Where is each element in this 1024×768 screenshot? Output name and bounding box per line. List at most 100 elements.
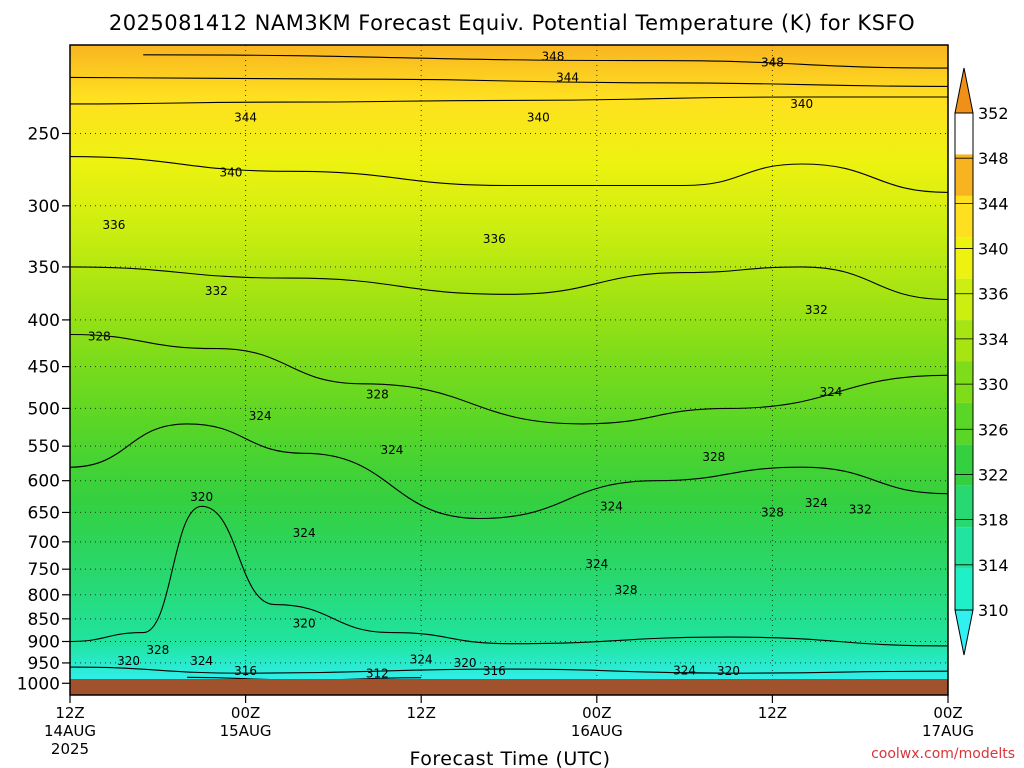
contour-line-324 [70, 423, 948, 520]
x-tick-date: 16AUG [571, 722, 623, 740]
contour-label: 332 [805, 303, 828, 317]
contour-label: 324 [600, 499, 623, 513]
y-tick-label: 650 [28, 503, 60, 523]
contour-label: 324 [410, 653, 433, 667]
y-tick-label: 400 [28, 311, 60, 331]
contour-label: 328 [615, 583, 638, 597]
colorbar-label: 310 [978, 601, 1009, 620]
colorbar-segment [955, 444, 973, 486]
contour-label: 316 [483, 664, 506, 678]
y-tick-label: 450 [28, 358, 60, 378]
contour-label: 320 [190, 490, 213, 504]
contour-label: 348 [541, 50, 564, 64]
ground-band [70, 679, 948, 695]
y-tick-label: 850 [28, 610, 60, 630]
colorbar-label: 348 [978, 149, 1009, 168]
y-tick-label: 1000 [17, 674, 60, 694]
colorbar-segment [955, 320, 973, 362]
colorbar-label: 326 [978, 420, 1009, 439]
colorbar-label: 344 [978, 194, 1009, 213]
y-tick-label: 500 [28, 399, 60, 419]
contour-label: 320 [454, 656, 477, 670]
contour-line-336 [70, 156, 948, 193]
x-tick-year: 2025 [51, 740, 89, 758]
contour-label: 324 [805, 496, 828, 510]
colorbar-segment [955, 237, 973, 279]
x-tick-label: 12Z [55, 704, 84, 722]
x-tick-label: 12Z [407, 704, 436, 722]
contour-line-328 [70, 333, 948, 425]
x-tick-label: 12Z [758, 704, 787, 722]
x-tick-date: 17AUG [922, 722, 974, 740]
contour-label: 320 [293, 616, 316, 630]
contour-label: 324 [249, 409, 272, 423]
contour-label: 324 [380, 443, 403, 457]
contour-label: 332 [205, 284, 228, 298]
contour-label: 328 [146, 643, 169, 657]
colorbar-segment [955, 402, 973, 445]
colorbar-label: 352 [978, 104, 1009, 123]
y-tick-label: 300 [28, 197, 60, 217]
contour-line-320 [70, 505, 948, 647]
y-tick-label: 250 [28, 124, 60, 144]
colorbar-segment [955, 527, 973, 569]
colorbar-label: 314 [978, 556, 1009, 575]
contour-label: 316 [234, 664, 257, 678]
contour-label: 336 [483, 232, 506, 246]
colorbar: 310 314 318 322 326 330 334 336 340 344 348 352 [954, 67, 1009, 656]
contour-label: 324 [819, 385, 842, 399]
colorbar-label: 336 [978, 285, 1009, 304]
colorbar-segment [955, 195, 973, 238]
contour-line-344 [70, 76, 948, 87]
contour-line-348 [143, 54, 948, 69]
contour-line-340 [70, 96, 948, 105]
y-axis: 2503003504004505005506006507007508008509… [17, 124, 70, 694]
contour-label: 324 [673, 663, 696, 677]
contour-label: 312 [366, 667, 389, 681]
contour-label: 324 [585, 557, 608, 571]
contour-label: 340 [220, 166, 243, 180]
colorbar-segment [955, 154, 973, 196]
colorbar-segment [955, 568, 973, 610]
contour-label: 328 [88, 329, 111, 343]
colorbar-label: 330 [978, 375, 1009, 394]
plot-frame [69, 44, 949, 696]
colorbar-label: 340 [978, 240, 1009, 259]
y-tick-label: 900 [28, 632, 60, 652]
contour-label: 344 [234, 110, 257, 124]
x-tick-label: 00Z [933, 704, 962, 722]
x-axis-label: Forecast Time (UTC) [410, 748, 611, 768]
colorbar-segment [955, 361, 973, 403]
contour-label: 328 [702, 450, 725, 464]
chart-title: 2025081412 NAM3KM Forecast Equiv. Potent… [109, 11, 915, 35]
contour-label: 324 [190, 654, 213, 668]
contour-label: 340 [527, 110, 550, 124]
grid-layer [70, 45, 948, 695]
credit-text[interactable]: coolwx.com/modelts [871, 746, 1015, 762]
y-tick-label: 700 [28, 533, 60, 553]
contour-line-316 [70, 666, 948, 674]
colorbar-label: 322 [978, 465, 1009, 484]
x-tick-date: 14AUG [44, 722, 96, 740]
contour-label: 348 [761, 55, 784, 69]
contour-line-332 [70, 266, 948, 301]
contour-label: 332 [849, 502, 872, 516]
x-tick-label: 00Z [231, 704, 260, 722]
contour-label: 340 [790, 97, 813, 111]
plot-area: 348 348 344 340 344 340 340 336 336 332 332 328 328 3… [70, 45, 948, 695]
colorbar-segment [955, 485, 973, 528]
colorbar-bottom-arrow [954, 609, 974, 656]
contour-label: 320 [117, 654, 140, 668]
contour-label: 320 [717, 664, 740, 678]
contour-label: 344 [556, 70, 579, 84]
contour-label: 328 [366, 388, 389, 402]
y-tick-label: 750 [28, 560, 60, 580]
contour-label: 336 [102, 218, 125, 232]
y-tick-label: 600 [28, 472, 60, 492]
colorbar-segment [955, 278, 973, 321]
y-tick-label: 350 [28, 258, 60, 278]
contour-label: 324 [293, 526, 316, 540]
colorbar-label: 318 [978, 511, 1009, 530]
